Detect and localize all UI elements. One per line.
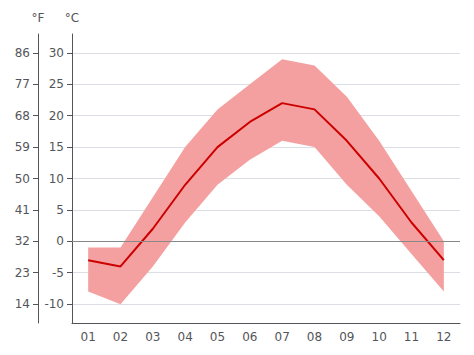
svg-text:02: 02 [113, 330, 128, 344]
svg-text:25: 25 [49, 77, 64, 91]
svg-text:-5: -5 [52, 266, 64, 280]
svg-text:°F: °F [32, 11, 45, 25]
svg-text:68: 68 [15, 109, 30, 123]
svg-text:86: 86 [15, 46, 30, 60]
svg-text:59: 59 [15, 140, 30, 154]
svg-text:09: 09 [339, 330, 354, 344]
svg-text:08: 08 [307, 330, 322, 344]
svg-text:77: 77 [15, 77, 30, 91]
svg-text:15: 15 [49, 140, 64, 154]
svg-text:23: 23 [15, 266, 30, 280]
svg-text:06: 06 [242, 330, 257, 344]
svg-text:10: 10 [372, 330, 387, 344]
svg-text:20: 20 [49, 109, 64, 123]
svg-text:50: 50 [15, 172, 30, 186]
svg-text:14: 14 [15, 297, 30, 311]
svg-text:-10: -10 [44, 297, 64, 311]
svg-text:41: 41 [15, 203, 30, 217]
svg-text:07: 07 [275, 330, 290, 344]
svg-text:11: 11 [404, 330, 419, 344]
svg-text:5: 5 [56, 203, 64, 217]
svg-text:03: 03 [145, 330, 160, 344]
svg-text:0: 0 [56, 234, 64, 248]
svg-text:32: 32 [15, 234, 30, 248]
svg-text:05: 05 [210, 330, 225, 344]
svg-text:12: 12 [436, 330, 451, 344]
svg-text:10: 10 [49, 172, 64, 186]
svg-text:30: 30 [49, 46, 64, 60]
svg-text:04: 04 [178, 330, 193, 344]
svg-text:01: 01 [81, 330, 96, 344]
svg-text:°C: °C [65, 11, 79, 25]
